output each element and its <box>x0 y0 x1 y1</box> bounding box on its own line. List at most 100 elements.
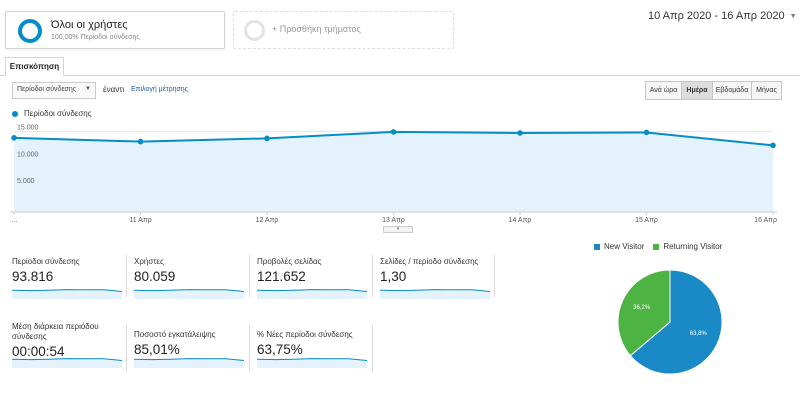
data-point[interactable] <box>137 138 144 145</box>
data-point[interactable] <box>264 135 270 142</box>
sparkline-area <box>12 289 122 299</box>
metric-value: 93.816 <box>12 269 54 284</box>
choose-metric-link[interactable]: Επιλογή μέτρησης <box>131 86 189 93</box>
y-tick-label: 15.000 <box>17 124 39 131</box>
metric-value: 00:00:54 <box>12 344 65 359</box>
legend-dot <box>12 110 18 117</box>
metric-card[interactable]: Χρήστες 80.059 <box>134 257 244 284</box>
data-point[interactable] <box>643 129 650 136</box>
add-segment-button[interactable]: + Προσθήκη τμήματος <box>233 11 454 49</box>
x-tick-label: 11 Απρ <box>129 217 151 224</box>
segment-detail: 100,00% Περίοδοι σύνδεσης <box>51 34 140 41</box>
y-tick-label: 5.000 <box>17 178 35 185</box>
metric-separator <box>372 325 373 372</box>
sparkline-line <box>134 289 244 292</box>
legend-label: Returning Visitor <box>663 242 723 251</box>
sparkline-area <box>380 289 490 299</box>
legend-swatch <box>653 243 660 250</box>
metric-label: Σελίδες / περίοδο σύνδεσης <box>380 257 479 266</box>
metric-separator <box>249 325 250 372</box>
sparkline-area <box>257 358 367 368</box>
sparkline-line <box>134 358 244 361</box>
data-point[interactable] <box>770 142 776 149</box>
pie-slice-label: 36,2% <box>633 305 651 311</box>
x-tick-label: 15 Απρ <box>635 217 658 224</box>
tab-divider <box>0 75 800 76</box>
sparkline-area <box>12 358 122 368</box>
chart-resize-handle[interactable]: ▾ <box>383 226 413 233</box>
metric-card[interactable]: Ποσοστό εγκατάλειψης 85,01% <box>134 330 244 357</box>
metric-value: 63,75% <box>257 342 303 357</box>
metric-sparkline <box>134 358 244 368</box>
granularity-day-button[interactable]: Ημέρα <box>681 81 713 100</box>
sparkline-line <box>380 289 490 292</box>
dropdown-arrow-icon: ▼ <box>85 86 91 92</box>
metric-card[interactable]: Σελίδες / περίοδο σύνδεσης 1,30 <box>380 257 490 284</box>
sparkline-line <box>12 358 122 361</box>
metric-card[interactable]: Περίοδοι σύνδεσης 93.816 <box>12 257 122 284</box>
granularity-month-button[interactable]: Μήνας <box>751 81 782 100</box>
x-tick-label: 16 Απρ <box>754 217 777 224</box>
metric-value: 121.652 <box>257 269 306 284</box>
metric-sparkline <box>257 289 367 299</box>
pie-legend: New Visitor Returning Visitor <box>594 242 731 251</box>
data-point[interactable] <box>390 129 397 135</box>
metric-separator <box>126 255 127 297</box>
pie-slice[interactable] <box>618 269 671 357</box>
sessions-line-chart: 15.000 10.000 5.000 … 11 Απρ 12 Απρ 13 Απρ 14 Α… <box>10 124 777 224</box>
data-point[interactable] <box>517 130 523 136</box>
metric-separator <box>126 325 127 372</box>
metric-select-value: Περίοδοι σύνδεσης <box>17 86 77 93</box>
pie-legend-item[interactable]: Returning Visitor <box>653 242 722 251</box>
metric-sparkline <box>380 289 490 299</box>
vs-label: έναντι <box>103 85 125 94</box>
metric-select[interactable]: Περίοδοι σύνδεσης ▼ <box>12 82 96 99</box>
metric-label: Περίοδοι σύνδεσης <box>12 257 80 266</box>
date-range-picker[interactable]: 10 Απρ 2020 - 16 Απρ 2020 ▼ <box>648 10 797 22</box>
metric-separator <box>494 255 495 297</box>
segment-name: Όλοι οι χρήστες <box>51 19 128 31</box>
metric-sparkline <box>134 289 244 299</box>
metric-value: 1,30 <box>380 269 407 284</box>
pie-legend-item[interactable]: New Visitor <box>594 242 644 251</box>
metric-separator <box>249 255 250 297</box>
sparkline-line <box>257 289 367 292</box>
pie-slice[interactable] <box>629 269 722 375</box>
data-point[interactable] <box>11 135 17 141</box>
metric-sparkline <box>257 358 367 368</box>
metric-label: Μέση διάρκεια περιόδου σύνδεσης <box>12 322 99 341</box>
segment-all-users[interactable]: Όλοι οι χρήστες 100,00% Περίοδοι σύνδεση… <box>5 11 225 49</box>
legend-series-name: Περίοδοι σύνδεσης <box>24 109 92 118</box>
x-tick-label: 12 Απρ <box>256 217 279 224</box>
granularity-hourly-button[interactable]: Ανά ώρα <box>645 81 682 100</box>
metric-value: 80.059 <box>134 269 176 284</box>
sparkline-line <box>12 289 122 292</box>
sparkline-line <box>257 358 367 361</box>
legend-swatch <box>594 243 600 250</box>
x-tick-label: 13 Απρ <box>382 217 405 224</box>
y-tick-label: 10.000 <box>17 151 39 158</box>
metric-sparkline <box>12 289 122 299</box>
line-chart-legend: Περίοδοι σύνδεσης <box>12 109 92 118</box>
x-tick-label: … <box>11 217 18 224</box>
metric-label: Προβολές σελίδας <box>257 257 322 266</box>
legend-label: New Visitor <box>604 242 645 251</box>
date-range-label: 10 Απρ 2020 - 16 Απρ 2020 <box>648 10 785 22</box>
segment-ring-icon <box>18 19 42 43</box>
visitor-type-pie-chart: 63,8% 36,2% <box>618 269 722 375</box>
tab-overview[interactable]: Επισκόπηση <box>5 57 64 76</box>
metric-card[interactable]: Μέση διάρκεια περιόδου σύνδεσης 00:00:54 <box>12 322 122 359</box>
chevron-down-icon: ▼ <box>789 12 797 20</box>
add-segment-ring-icon <box>244 20 265 41</box>
metric-card[interactable]: Προβολές σελίδας 121.652 <box>257 257 367 284</box>
pie-slice-label: 63,8% <box>690 331 708 337</box>
add-segment-label: + Προσθήκη τμήματος <box>272 24 361 34</box>
sparkline-area <box>134 358 244 368</box>
series-area <box>14 131 773 212</box>
metric-card[interactable]: % Νέες περίοδοι σύνδεσης 63,75% <box>257 330 367 357</box>
metric-sparkline <box>12 358 122 368</box>
metric-separator <box>372 255 373 297</box>
granularity-week-button[interactable]: Εβδομάδα <box>712 81 752 100</box>
sparkline-area <box>134 289 244 299</box>
x-tick-label: 14 Απρ <box>509 217 532 224</box>
